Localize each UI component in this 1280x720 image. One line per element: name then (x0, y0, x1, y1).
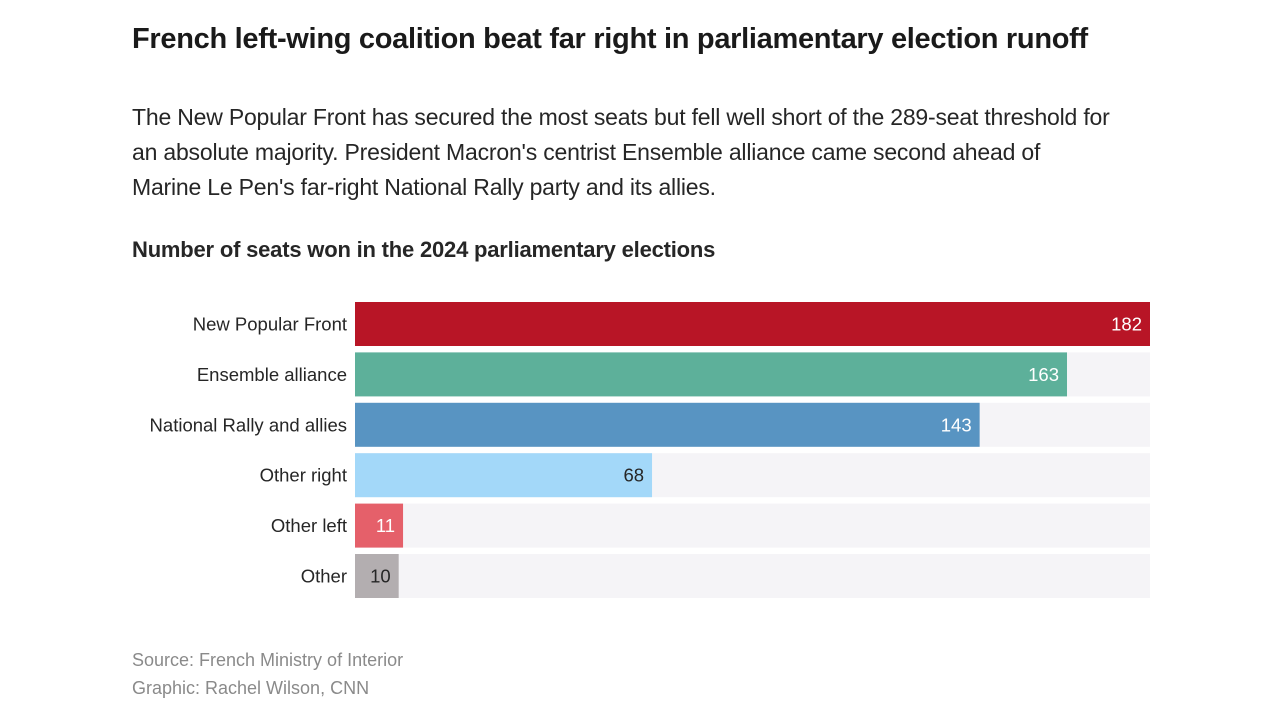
value-label: 68 (623, 465, 644, 486)
subtitle: The New Popular Front has secured the mo… (132, 104, 1110, 200)
value-label: 10 (370, 566, 391, 587)
value-label: 11 (376, 515, 395, 536)
bar-track (355, 503, 1150, 548)
bar-track (355, 554, 1150, 598)
value-label: 182 (1111, 314, 1142, 335)
category-label: Other left (271, 515, 347, 536)
category-label: New Popular Front (193, 314, 347, 335)
category-label: National Rally and allies (150, 414, 347, 435)
graphic-credit: Graphic: Rachel Wilson, CNN (132, 678, 370, 698)
bar (355, 302, 1150, 346)
source-note: Source: French Ministry of Interior (132, 650, 404, 670)
chart-title: Number of seats won in the 2024 parliame… (132, 237, 716, 262)
bar (355, 453, 653, 498)
bar (355, 554, 399, 598)
bar (355, 352, 1068, 397)
bar (355, 503, 404, 548)
category-label: Ensemble alliance (197, 364, 347, 385)
page-title: French left-wing coalition beat far righ… (132, 23, 1088, 55)
value-label: 163 (1028, 364, 1059, 385)
category-label: Other right (260, 465, 347, 486)
bar (355, 402, 980, 447)
value-label: 143 (941, 414, 972, 435)
category-label: Other (301, 566, 347, 587)
